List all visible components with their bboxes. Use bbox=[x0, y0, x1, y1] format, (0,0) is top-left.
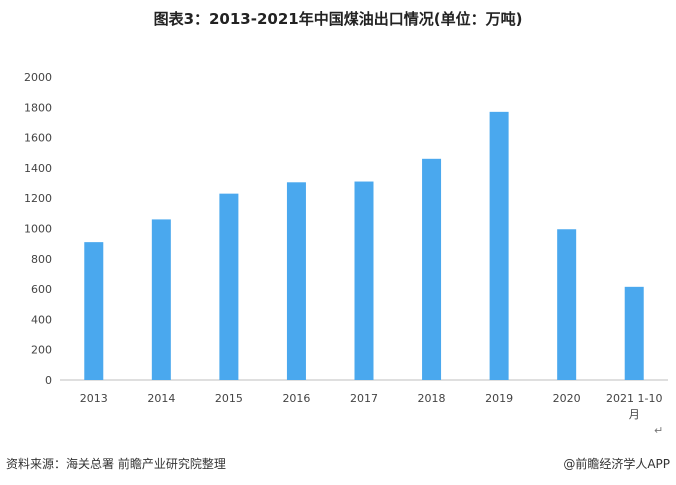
y-tick-label: 1000 bbox=[24, 223, 52, 236]
bar-3 bbox=[219, 193, 239, 380]
bar-5 bbox=[354, 181, 374, 380]
x-tick-label: 2013 bbox=[80, 392, 108, 405]
y-tick-label: 1200 bbox=[24, 192, 52, 205]
x-tick-label: 2015 bbox=[215, 392, 243, 405]
x-tick-label: 2014 bbox=[147, 392, 175, 405]
y-tick-label: 1800 bbox=[24, 101, 52, 114]
y-tick-label: 600 bbox=[31, 283, 52, 296]
brand-label: @前瞻经济学人APP bbox=[563, 457, 670, 471]
x-tick-label: 2017 bbox=[350, 392, 378, 405]
bar-8 bbox=[557, 229, 577, 380]
source-note: 资料来源：海关总署 前瞻产业研究院整理 bbox=[6, 457, 226, 471]
bar-6 bbox=[422, 158, 442, 380]
x-tick-label: 2020 bbox=[553, 392, 581, 405]
y-tick-label: 0 bbox=[45, 374, 52, 387]
bar-7 bbox=[489, 111, 509, 380]
y-tick-label: 800 bbox=[31, 253, 52, 266]
return-mark: ↵ bbox=[654, 424, 664, 437]
y-tick-label: 2000 bbox=[24, 71, 52, 84]
x-tick-label: 2021 1-10 月 bbox=[606, 392, 662, 421]
y-axis-ticks: 0 200 400 600 800 1000 1200 1400 1600 1800 2000 bbox=[24, 71, 52, 387]
bar-9 bbox=[624, 286, 644, 380]
y-tick-label: 400 bbox=[31, 313, 52, 326]
chart-title: 图表3：2013-2021年中国煤油出口情况(单位：万吨) bbox=[153, 10, 523, 28]
y-tick-label: 200 bbox=[31, 344, 52, 357]
bar-4 bbox=[286, 182, 306, 380]
x-tick-label: 2019 bbox=[485, 392, 513, 405]
x-axis-labels: 2013 2014 2015 2016 2017 2018 2019 2020 2021 1-1… bbox=[80, 392, 663, 421]
x-tick-label: 2016 bbox=[282, 392, 310, 405]
bar-1 bbox=[84, 242, 104, 380]
y-tick-label: 1600 bbox=[24, 132, 52, 145]
y-tick-label: 1400 bbox=[24, 162, 52, 175]
bars bbox=[84, 111, 644, 380]
bar-2 bbox=[151, 219, 171, 380]
x-tick-label: 2018 bbox=[418, 392, 446, 405]
